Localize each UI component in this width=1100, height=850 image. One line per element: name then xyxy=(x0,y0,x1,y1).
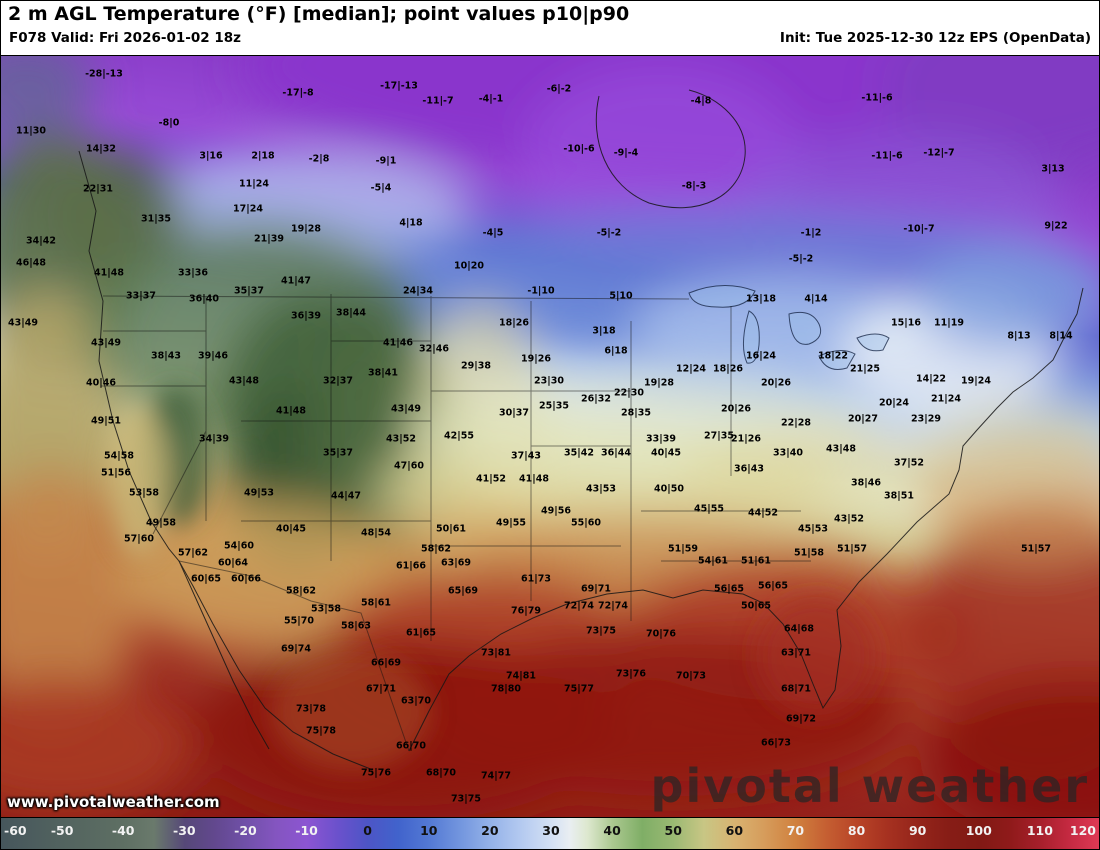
site-watermark: www.pivotalweather.com xyxy=(7,793,220,811)
colorbar-tick: 10 xyxy=(420,823,438,838)
state-borders-layer xyxy=(101,294,811,752)
colorbar-tick: -10 xyxy=(295,823,318,838)
colorbar-tick: 80 xyxy=(847,823,866,838)
temperature-detail-blobs xyxy=(111,386,876,771)
colorbar-tick: 70 xyxy=(786,823,805,838)
colorbar-tick: -60 xyxy=(4,823,27,838)
init-time-label: Init: Tue 2025-12-30 12z EPS (OpenData) xyxy=(779,30,1091,46)
header: 2 m AGL Temperature (°F) [median]; point… xyxy=(1,1,1099,56)
coastline-layer xyxy=(78,89,1084,771)
colorbar-tick: -40 xyxy=(111,823,135,838)
great-lakes-layer xyxy=(688,284,890,370)
colorbar-tick: 0 xyxy=(363,823,373,838)
colorbar-tick: -30 xyxy=(173,823,196,838)
colorbar-tick: 30 xyxy=(542,823,560,838)
temperature-field xyxy=(1,56,1099,819)
colorbar-tick: -50 xyxy=(50,823,74,838)
colorbar-tick: 120 xyxy=(1069,823,1096,838)
colorbar-tick: 20 xyxy=(481,823,499,838)
colorbar-tick: 60 xyxy=(725,823,744,838)
valid-time-label: F078 Valid: Fri 2026-01-02 18z xyxy=(9,30,241,46)
colorbar-tick: 100 xyxy=(965,823,992,838)
colorbar: -60 -50 -40 -30 -20 -10 0 10 20 30 40 50 60 70 80 90 100… xyxy=(1,817,1099,849)
colorbar-tick: 40 xyxy=(603,823,621,838)
colorbar-tick: 110 xyxy=(1026,823,1053,838)
map-canvas xyxy=(1,56,1099,819)
colorbar-tick: -20 xyxy=(234,823,257,838)
page-title: 2 m AGL Temperature (°F) [median]; point… xyxy=(8,3,630,25)
colorbar-tick: 90 xyxy=(908,823,927,838)
brand-watermark: pivotal weather xyxy=(650,759,1089,813)
colorbar-tick: 50 xyxy=(664,823,682,838)
